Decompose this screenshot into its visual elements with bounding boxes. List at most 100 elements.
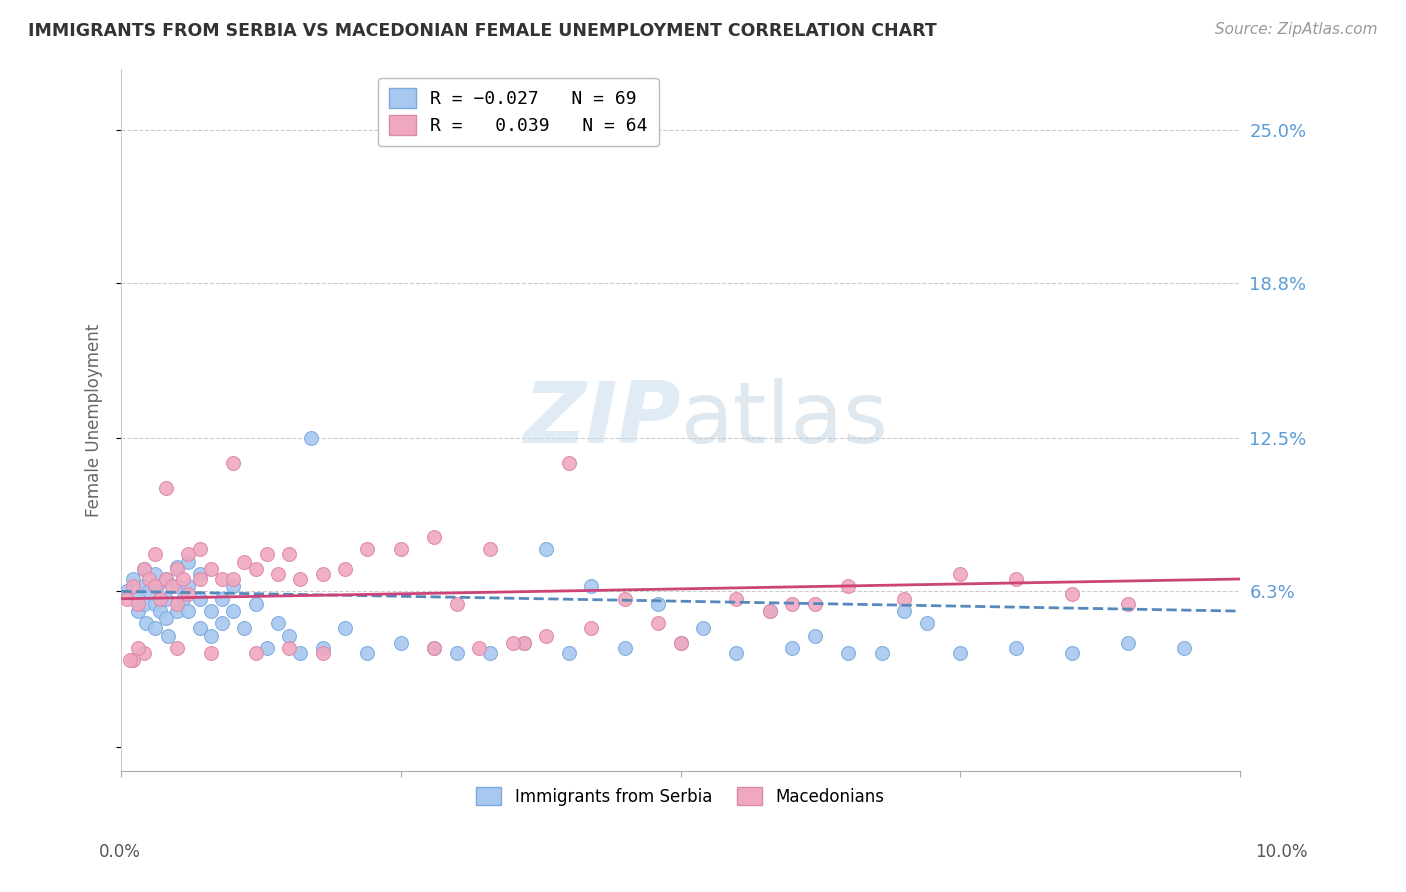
Point [669,636,692,650]
Point [915,616,938,631]
Point [120,653,142,667]
Point [837,579,859,593]
Point [647,597,669,611]
Point [143,567,166,582]
Point [166,579,188,593]
Point [479,542,502,557]
Point [759,604,782,618]
Point [127,597,149,611]
Point [1005,641,1028,656]
Point [1116,636,1139,650]
Point [468,641,491,656]
Point [557,456,579,470]
Text: 10.0%: 10.0% [1256,843,1308,861]
Point [188,567,211,582]
Point [233,621,256,635]
Point [278,641,301,656]
Point [669,636,692,650]
Point [311,641,333,656]
Point [647,616,669,631]
Point [513,636,536,650]
Point [132,646,155,660]
Point [143,579,166,593]
Text: IMMIGRANTS FROM SERBIA VS MACEDONIAN FEMALE UNEMPLOYMENT CORRELATION CHART: IMMIGRANTS FROM SERBIA VS MACEDONIAN FEM… [28,22,936,40]
Point [121,572,143,586]
Point [155,481,177,495]
Point [149,604,172,618]
Point [290,572,312,586]
Point [837,646,859,660]
Point [579,621,602,635]
Point [177,604,200,618]
Point [311,567,333,582]
Text: 0.0%: 0.0% [98,843,141,861]
Point [267,616,290,631]
Point [200,562,222,576]
Point [290,646,312,660]
Point [166,597,188,611]
Point [725,646,748,660]
Y-axis label: Female Unemployment: Female Unemployment [86,323,103,516]
Point [160,579,183,593]
Point [893,604,915,618]
Point [1005,572,1028,586]
Point [233,555,256,569]
Point [893,591,915,606]
Point [502,636,524,650]
Point [157,629,180,643]
Point [782,597,804,611]
Point [143,547,166,561]
Point [135,616,157,631]
Text: ZIP: ZIP [523,378,681,461]
Point [138,584,160,599]
Point [870,646,893,660]
Point [222,579,245,593]
Point [149,591,172,606]
Point [949,567,972,582]
Point [177,547,200,561]
Point [613,591,636,606]
Point [256,641,278,656]
Point [536,629,558,643]
Point [389,542,412,557]
Point [188,591,211,606]
Point [1060,646,1083,660]
Point [211,572,233,586]
Legend: Immigrants from Serbia, Macedonians: Immigrants from Serbia, Macedonians [467,777,894,816]
Point [278,629,301,643]
Point [446,646,468,660]
Point [256,547,278,561]
Point [127,641,149,656]
Point [121,579,143,593]
Point [188,572,211,586]
Point [423,641,446,656]
Point [121,653,143,667]
Point [155,611,177,625]
Text: atlas: atlas [681,378,889,461]
Point [172,591,194,606]
Point [172,572,194,586]
Point [166,641,188,656]
Point [132,562,155,576]
Point [782,641,804,656]
Point [333,562,356,576]
Point [188,542,211,557]
Point [759,604,782,618]
Point [423,641,446,656]
Point [211,591,233,606]
Point [177,587,200,601]
Point [1060,587,1083,601]
Point [557,646,579,660]
Point [803,629,825,643]
Point [211,616,233,631]
Point [155,591,177,606]
Point [143,621,166,635]
Point [115,591,138,606]
Point [222,572,245,586]
Point [127,604,149,618]
Point [356,542,378,557]
Point [479,646,502,660]
Point [301,432,323,446]
Point [222,604,245,618]
Point [245,646,267,660]
